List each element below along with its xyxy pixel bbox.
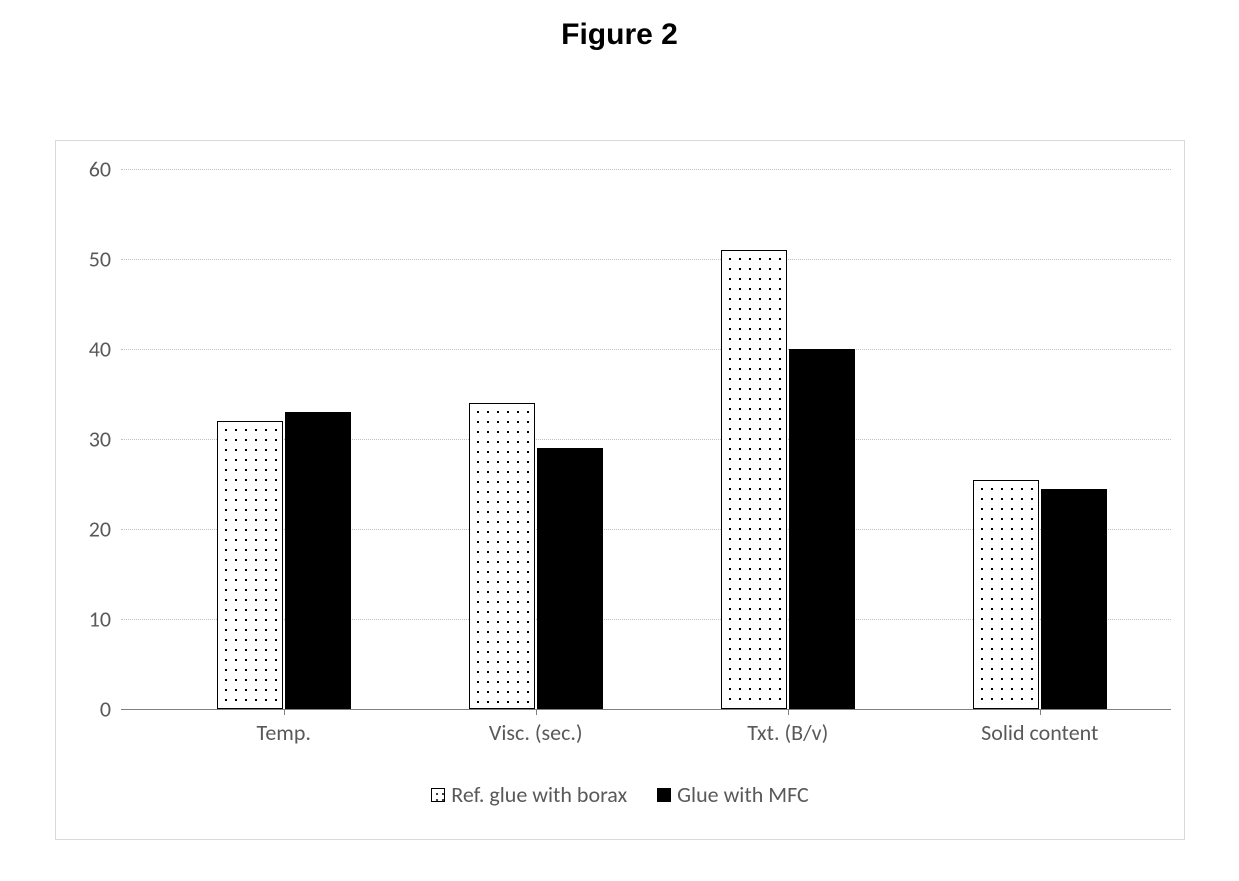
chart-frame: Ref. glue with borax Glue with MFC 0 10 20 3…	[55, 140, 1185, 840]
x-tick-label: Solid content	[981, 719, 1098, 746]
plot-area	[121, 169, 1171, 709]
bar	[789, 349, 855, 709]
bar	[469, 403, 535, 709]
legend: Ref. glue with borax Glue with MFC	[56, 781, 1184, 808]
x-tick-label: Temp.	[257, 719, 311, 746]
y-tick-label: 10	[71, 606, 111, 633]
y-tick-label: 50	[71, 246, 111, 273]
y-tick-label: 0	[71, 696, 111, 723]
legend-swatch-solid	[657, 788, 671, 802]
legend-swatch-dotted	[431, 788, 445, 802]
bar	[721, 250, 787, 709]
bar	[217, 421, 283, 709]
x-tick-mark	[284, 709, 285, 715]
page: Figure 2 Ref. glue with borax Glue with M…	[0, 0, 1239, 881]
x-tick-label: Txt. (B/v)	[747, 719, 828, 746]
bar	[537, 448, 603, 709]
gridline	[121, 259, 1171, 260]
x-tick-mark	[536, 709, 537, 715]
x-tick-mark	[788, 709, 789, 715]
bar	[285, 412, 351, 709]
x-tick-mark	[1040, 709, 1041, 715]
legend-label: Ref. glue with borax	[451, 781, 627, 808]
figure-title: Figure 2	[0, 18, 1239, 52]
y-tick-label: 40	[71, 336, 111, 363]
legend-item: Ref. glue with borax	[431, 781, 627, 808]
bar	[973, 480, 1039, 710]
gridline	[121, 349, 1171, 350]
y-tick-label: 20	[71, 516, 111, 543]
y-tick-label: 60	[71, 156, 111, 183]
legend-label: Glue with MFC	[677, 781, 809, 808]
gridline	[121, 169, 1171, 170]
bar	[1041, 489, 1107, 710]
x-axis-line	[121, 709, 1171, 710]
x-tick-label: Visc. (sec.)	[489, 719, 583, 746]
y-tick-label: 30	[71, 426, 111, 453]
legend-item: Glue with MFC	[657, 781, 809, 808]
